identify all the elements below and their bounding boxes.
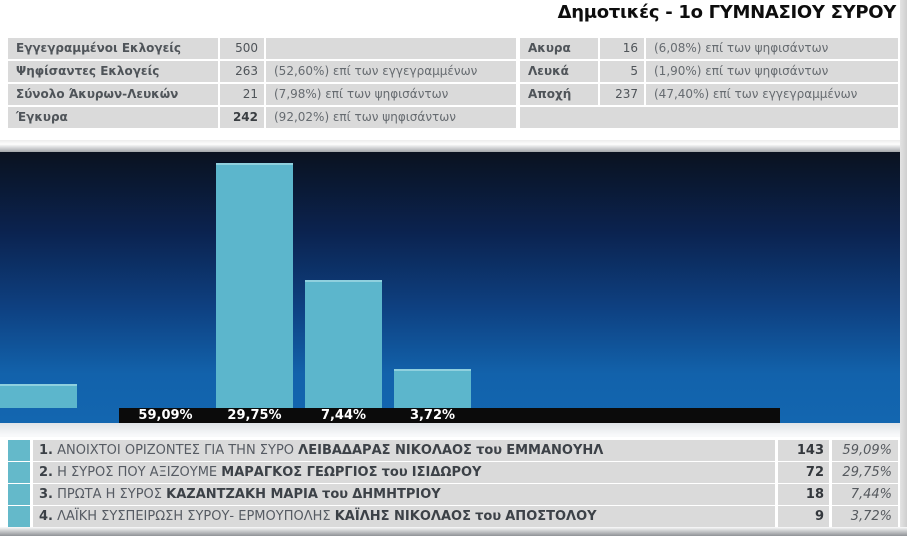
stat-value: 263 bbox=[220, 61, 264, 82]
result-rank: 3. bbox=[39, 487, 53, 502]
stat-label: Εγγεγραμμένοι Εκλογείς bbox=[8, 38, 218, 59]
stat-label: Αποχή bbox=[520, 84, 598, 105]
stat-note: (1,90%) επί των ψηφισάντων bbox=[646, 61, 898, 82]
stat-value: 5 bbox=[600, 61, 644, 82]
party-color-swatch bbox=[8, 506, 30, 527]
bar-value-label: 3,72% bbox=[409, 408, 456, 423]
stat-note: (92,02%) επί των ψηφισάντων bbox=[266, 107, 516, 128]
chart-bar bbox=[305, 280, 382, 408]
patronymic-connector: του bbox=[475, 509, 502, 524]
result-percentage: 3,72% bbox=[832, 506, 898, 527]
patronymic-connector: του bbox=[322, 487, 349, 502]
result-percentage: 7,44% bbox=[832, 484, 898, 505]
bar-value-label: 29,75% bbox=[227, 408, 282, 423]
party-name: ΑΝΟΙΧΤΟΙ ΟΡΙΖΟΝΤΕΣ ΓΙΑ ΤΗΝ ΣΥΡΟ bbox=[57, 443, 295, 458]
candidates-list: 1. ΑΝΟΙΧΤΟΙ ΟΡΙΖΟΝΤΕΣ ΓΙΑ ΤΗΝ ΣΥΡΟ ΛΕΙΒΑ… bbox=[8, 440, 898, 528]
stat-label: Λευκά bbox=[520, 61, 598, 82]
result-name: 3. ΠΡΩΤΑ Η ΣΥΡΟΣ ΚΑΖΑΝΤΖΑΚΗ ΜΑΡΙΑ του ΔΗ… bbox=[33, 484, 775, 505]
party-color-swatch bbox=[8, 462, 30, 483]
summary-tables: Εγγεγραμμένοι Εκλογείς 500 Ψηφίσαντες Εκ… bbox=[8, 38, 898, 128]
result-name: 4. ΛΑΪΚΗ ΣΥΣΠΕΙΡΩΣΗ ΣΥΡΟΥ- ΕΡΜΟΥΠΟΛΗΣ ΚΑ… bbox=[33, 506, 775, 527]
party-name: Η ΣΥΡΟΣ ΠΟΥ ΑΞΙΖΟΥΜΕ bbox=[57, 465, 218, 480]
bar-value-label: 7,44% bbox=[320, 408, 367, 423]
chart-label-strip bbox=[119, 408, 780, 423]
patronymic-connector: του bbox=[476, 443, 503, 458]
father-name: ΔΗΜΗΤΡΙΟΥ bbox=[352, 487, 441, 502]
chart-bar bbox=[394, 369, 471, 408]
stat-note bbox=[266, 38, 516, 59]
chart-bar bbox=[216, 163, 293, 408]
stat-note: (52,60%) επί των εγγεγραμμένων bbox=[266, 61, 516, 82]
result-rank: 2. bbox=[39, 465, 53, 480]
result-row: 1. ΑΝΟΙΧΤΟΙ ΟΡΙΖΟΝΤΕΣ ΓΙΑ ΤΗΝ ΣΥΡΟ ΛΕΙΒΑ… bbox=[8, 440, 898, 461]
result-votes: 18 bbox=[778, 484, 829, 505]
result-rank: 1. bbox=[39, 443, 53, 458]
chart-plot-area: 59,09% 29,75% 7,44% 3,72% bbox=[0, 152, 900, 423]
result-rank: 4. bbox=[39, 509, 53, 524]
page-title: Δημοτικές - 1ο ΓΥΜΝΑΣΙΟΥ ΣΥΡΟΥ bbox=[557, 2, 897, 23]
empty-stat-row bbox=[520, 107, 898, 128]
results-bar-chart: 59,09% 29,75% 7,44% 3,72% bbox=[0, 140, 900, 437]
result-row: 2. Η ΣΥΡΟΣ ΠΟΥ ΑΞΙΖΟΥΜΕ ΜΑΡΑΓΚΟΣ ΓΕΩΡΓΙΟ… bbox=[8, 462, 898, 483]
result-row: 4. ΛΑΪΚΗ ΣΥΣΠΕΙΡΩΣΗ ΣΥΡΟΥ- ΕΡΜΟΥΠΟΛΗΣ ΚΑ… bbox=[8, 506, 898, 527]
candidate-name: ΛΕΙΒΑΔΑΡΑΣ ΝΙΚΟΛΑΟΣ bbox=[298, 443, 472, 458]
result-percentage: 29,75% bbox=[832, 462, 898, 483]
stat-note: (6,08%) επί των ψηφισάντων bbox=[646, 38, 898, 59]
party-name: ΛΑΪΚΗ ΣΥΣΠΕΙΡΩΣΗ ΣΥΡΟΥ- ΕΡΜΟΥΠΟΛΗΣ bbox=[57, 509, 331, 524]
party-name: ΠΡΩΤΑ Η ΣΥΡΟΣ bbox=[57, 487, 162, 502]
stat-label: Ακυρα bbox=[520, 38, 598, 59]
summary-table-right: Ακυρα 16 (6,08%) επί των ψηφισάντων Λευκ… bbox=[520, 38, 898, 128]
bar-value-label: 59,09% bbox=[138, 408, 193, 423]
father-name: ΕΜΜΑΝΟΥΗΛ bbox=[506, 443, 604, 458]
patronymic-connector: του bbox=[381, 465, 408, 480]
stat-label: Σύνολο Άκυρων-Λευκών bbox=[8, 84, 218, 105]
father-name: ΑΠΟΣΤΟΛΟΥ bbox=[505, 509, 597, 524]
chart-frame-top bbox=[0, 140, 900, 152]
result-name: 1. ΑΝΟΙΧΤΟΙ ΟΡΙΖΟΝΤΕΣ ΓΙΑ ΤΗΝ ΣΥΡΟ ΛΕΙΒΑ… bbox=[33, 440, 775, 461]
page-edge-strip bbox=[900, 0, 907, 536]
stat-label: Έγκυρα bbox=[8, 107, 218, 128]
party-color-swatch bbox=[8, 484, 30, 505]
result-percentage: 59,09% bbox=[832, 440, 898, 461]
candidate-name: ΜΑΡΑΓΚΟΣ ΓΕΩΡΓΙΟΣ bbox=[221, 465, 378, 480]
result-row: 3. ΠΡΩΤΑ Η ΣΥΡΟΣ ΚΑΖΑΝΤΖΑΚΗ ΜΑΡΙΑ του ΔΗ… bbox=[8, 484, 898, 505]
stat-note: (47,40%) επί των εγγεγραμμένων bbox=[646, 84, 898, 105]
father-name: ΙΣΙΔΩΡΟΥ bbox=[411, 465, 482, 480]
stat-value: 237 bbox=[600, 84, 644, 105]
party-color-swatch bbox=[8, 440, 30, 461]
chart-bar bbox=[0, 384, 77, 408]
page-bottom-strip bbox=[0, 527, 907, 536]
summary-table-left: Εγγεγραμμένοι Εκλογείς 500 Ψηφίσαντες Εκ… bbox=[8, 38, 516, 128]
stat-note: (7,98%) επί των ψηφισάντων bbox=[266, 84, 516, 105]
stat-label: Ψηφίσαντες Εκλογείς bbox=[8, 61, 218, 82]
result-votes: 9 bbox=[778, 506, 829, 527]
candidate-name: ΚΑΪΛΗΣ ΝΙΚΟΛΑΟΣ bbox=[334, 509, 471, 524]
stat-value: 242 bbox=[220, 107, 264, 128]
result-votes: 143 bbox=[778, 440, 829, 461]
result-name: 2. Η ΣΥΡΟΣ ΠΟΥ ΑΞΙΖΟΥΜΕ ΜΑΡΑΓΚΟΣ ΓΕΩΡΓΙΟ… bbox=[33, 462, 775, 483]
chart-frame-bottom bbox=[0, 423, 900, 437]
stat-value: 16 bbox=[600, 38, 644, 59]
result-votes: 72 bbox=[778, 462, 829, 483]
candidate-name: ΚΑΖΑΝΤΖΑΚΗ ΜΑΡΙΑ bbox=[166, 487, 318, 502]
stat-value: 500 bbox=[220, 38, 264, 59]
stat-value: 21 bbox=[220, 84, 264, 105]
